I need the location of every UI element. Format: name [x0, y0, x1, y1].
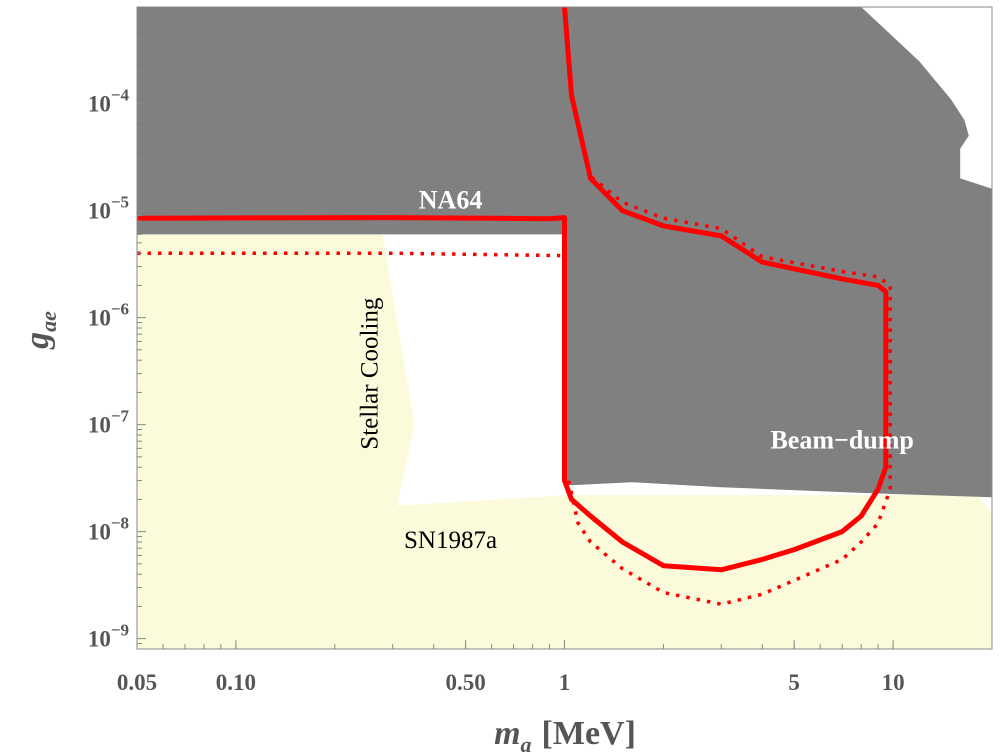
region-stellar-cooling [137, 234, 992, 649]
x-tick-label: 0.05 [117, 670, 157, 695]
annotation-beam-dump: Beam−dump [770, 425, 913, 454]
y-tick-label: 10−7 [88, 407, 130, 438]
y-tick-label: 10−8 [88, 514, 129, 545]
annotation-sn1987a: SN1987a [404, 527, 497, 554]
x-tick-label: 1 [559, 670, 571, 695]
x-tick-label: 5 [788, 670, 800, 695]
annotation-stellar-cooling: Stellar Cooling [357, 297, 384, 450]
annotations-layer: NA64 Stellar Cooling Beam−dump SN1987a [357, 185, 914, 554]
y-axis-ticks: 10−4 10−5 10−6 10−7 10−8 10−9 [88, 6, 146, 652]
y-tick-label: 10−6 [88, 300, 129, 331]
series-na64-projected-1 [137, 251, 561, 258]
x-tick-label: 0.10 [216, 670, 256, 695]
series-na64-0 [137, 7, 889, 573]
y-tick-label: 10−9 [88, 621, 129, 652]
series-layer [137, 7, 892, 606]
x-axis-label: ma [MeV] [494, 715, 636, 756]
y-tick-label: 10−5 [88, 193, 129, 224]
x-axis-ticks: 0.05 0.10 0.50 1 5 10 [117, 640, 993, 695]
series-na64-projected-beam-dump-window-2 [566, 174, 892, 606]
region-beam-dump [137, 7, 992, 498]
annotation-na64: NA64 [419, 185, 483, 214]
y-axis-label: gae [19, 311, 61, 350]
x-tick-label: 10 [882, 670, 905, 695]
regions-layer [137, 7, 992, 649]
y-tick-label: 10−4 [88, 86, 130, 117]
x-tick-label: 0.50 [445, 670, 485, 695]
